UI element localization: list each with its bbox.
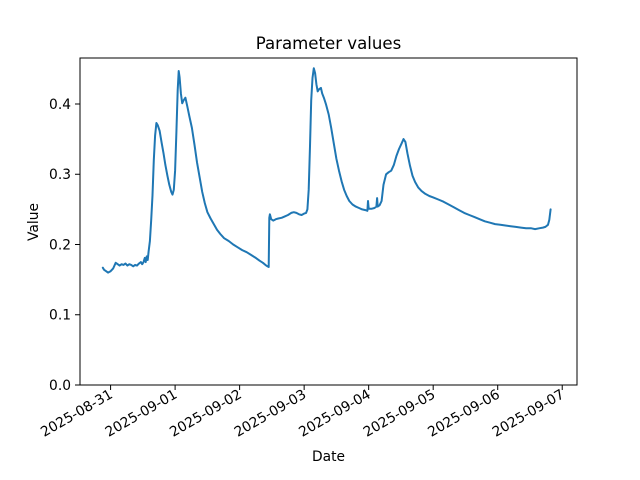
x-tick-label: 2025-09-04: [296, 387, 373, 441]
x-axis-label: Date: [312, 449, 345, 465]
chart-title: Parameter values: [256, 34, 402, 53]
x-tick-label: 2025-09-06: [425, 387, 502, 441]
plot-area: 0.00.10.20.30.42025-08-312025-09-012025-…: [38, 57, 578, 441]
y-tick-label: 0.1: [49, 308, 71, 324]
y-tick-label: 0.0: [49, 378, 71, 394]
x-tick-label: 2025-09-03: [232, 387, 309, 441]
x-tick-label: 2025-09-02: [167, 387, 244, 441]
y-tick-label: 0.3: [49, 167, 71, 183]
y-tick-label: 0.2: [49, 237, 71, 253]
axes-frame: [79, 57, 578, 386]
data-line: [101, 67, 552, 274]
x-tick-label: 2025-09-01: [103, 387, 180, 441]
x-tick-label: 2025-09-05: [361, 387, 438, 441]
y-axis-label: Value: [26, 203, 42, 241]
x-tick-label: 2025-09-07: [490, 387, 567, 441]
y-tick-label: 0.4: [49, 97, 71, 113]
x-tick-label: 2025-08-31: [38, 387, 115, 441]
